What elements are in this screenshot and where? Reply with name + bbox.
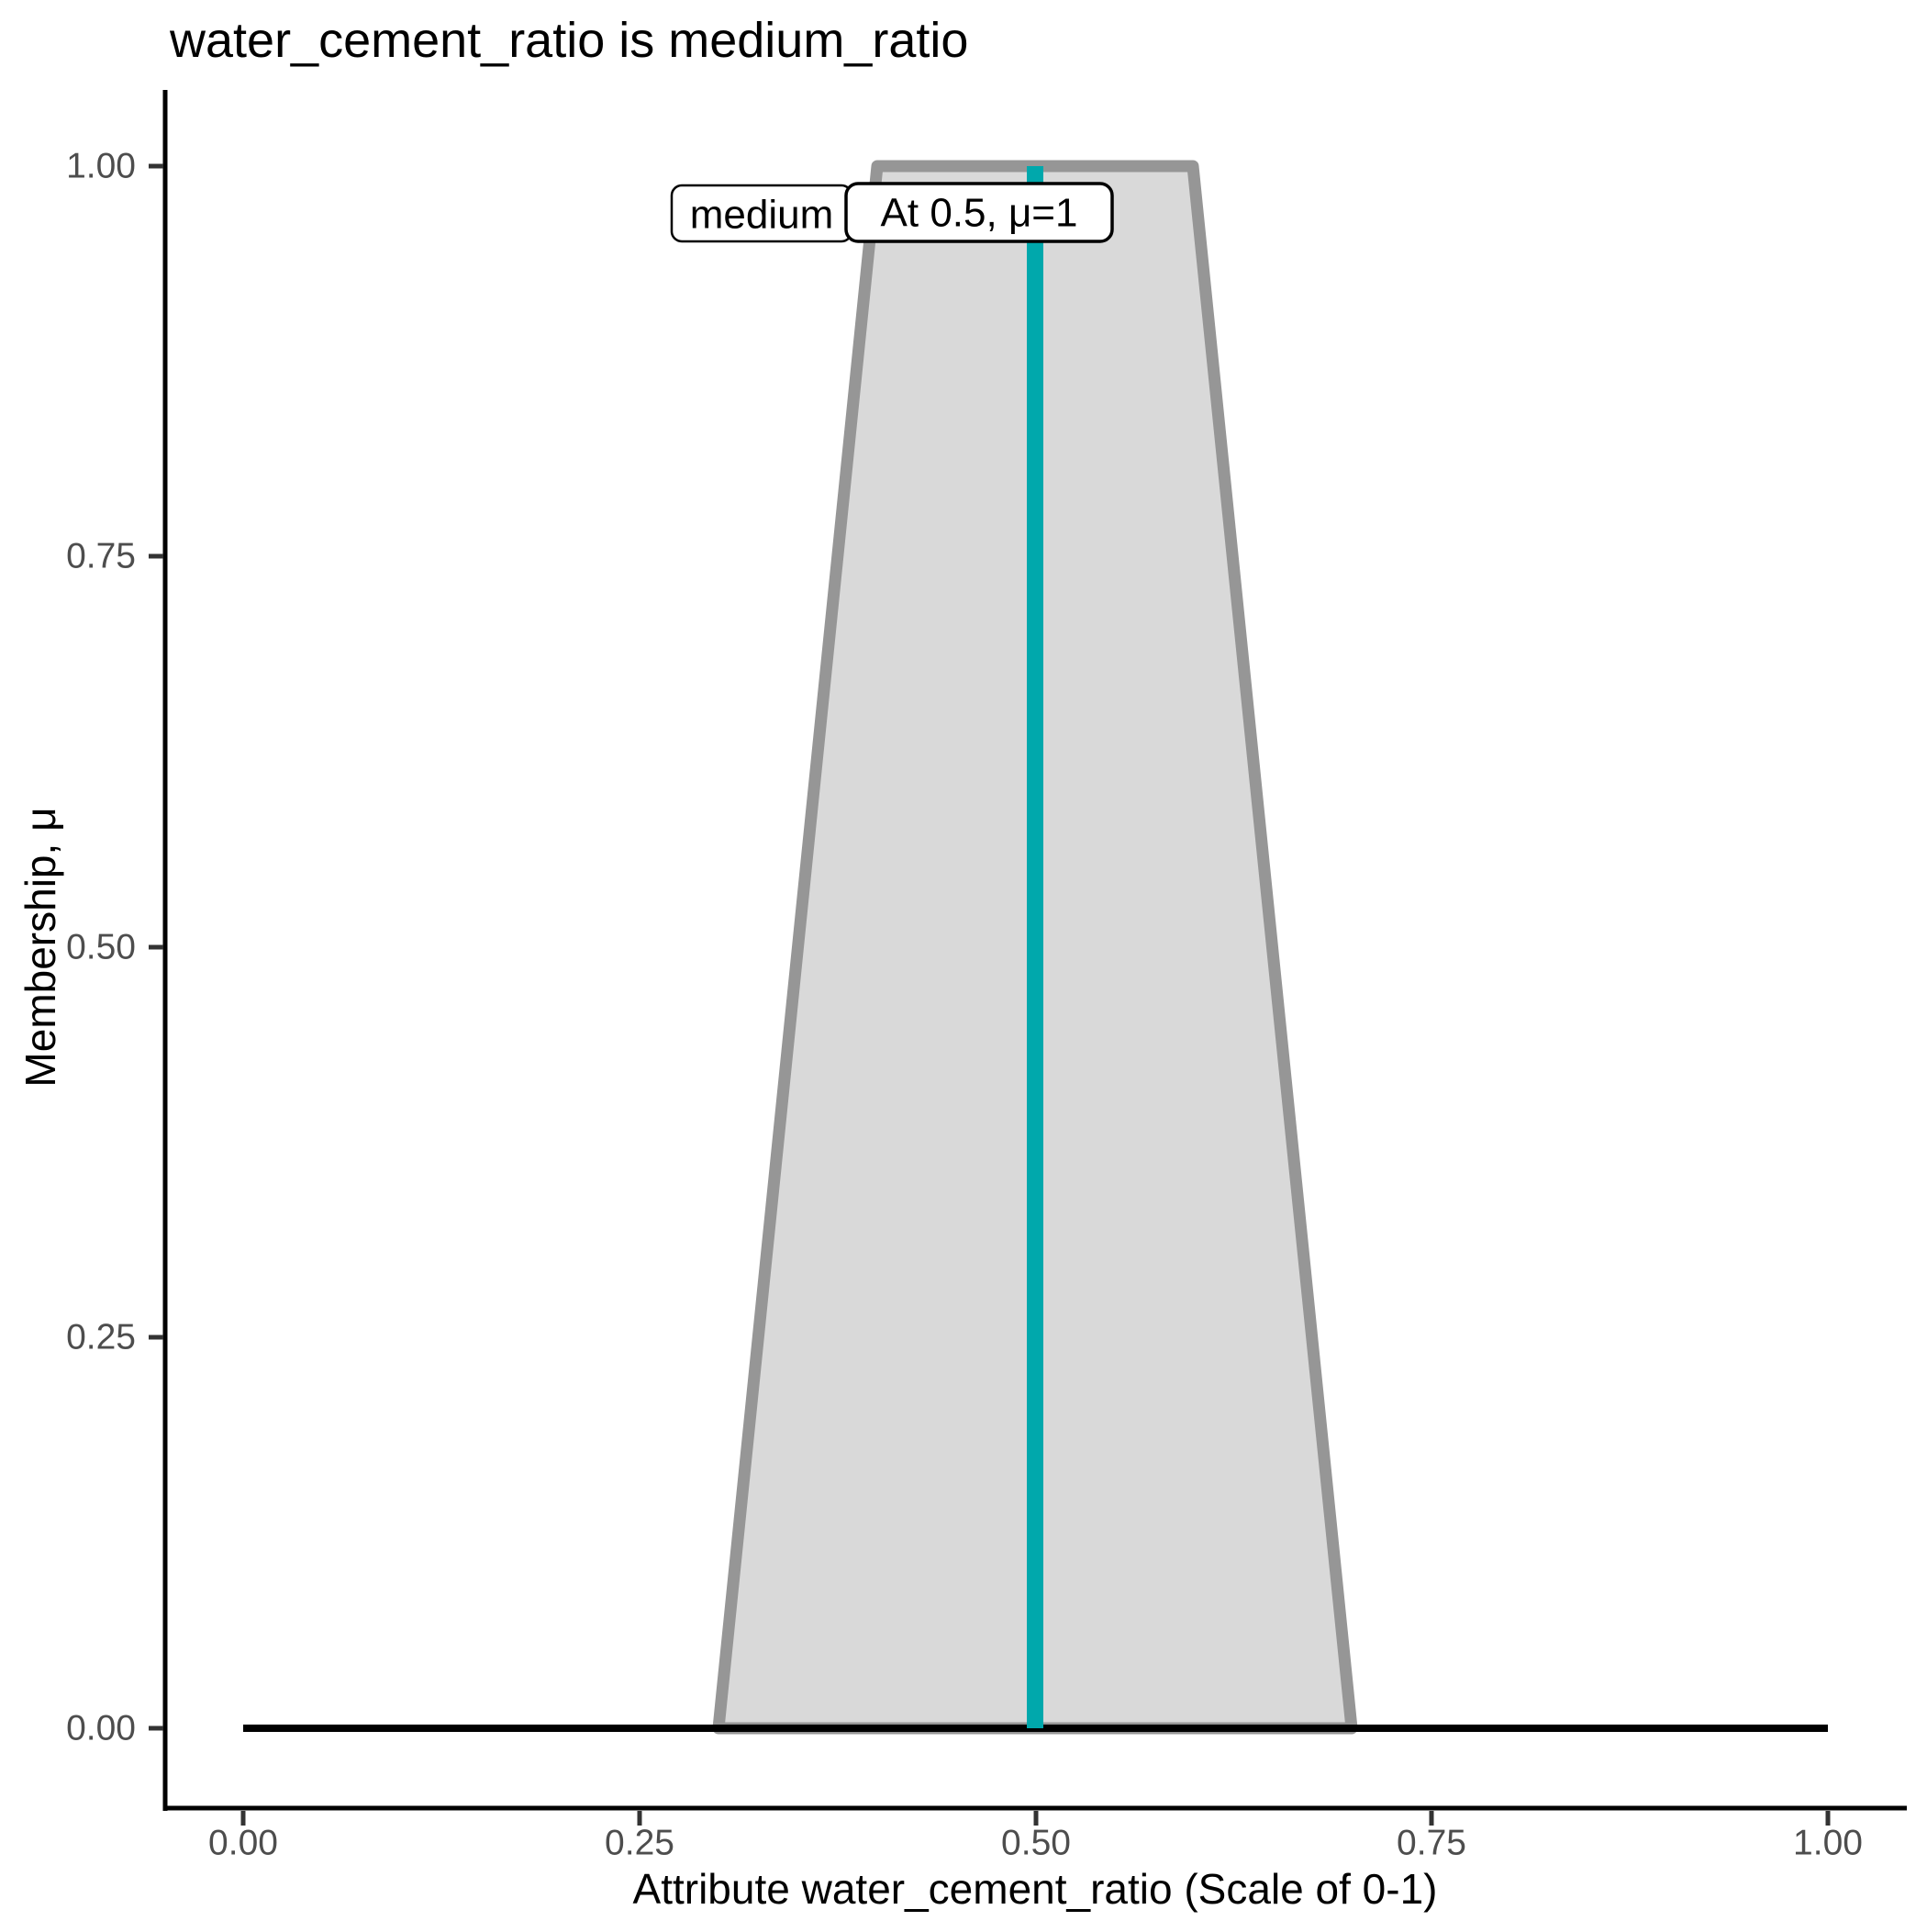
y-tick-label: 0.50 [66,928,136,967]
set-name-label-text: medium [690,193,834,238]
set-name-annotation: medium [670,184,853,243]
crisp-value-label-box [844,182,1114,243]
crisp-value-annotation: At 0.5, μ=1 [844,182,1114,243]
x-tick-label: 0.75 [1397,1824,1466,1863]
y-tick-label: 0.00 [66,1709,136,1748]
chart-title: water_cement_ratio is medium_ratio [169,13,968,68]
y-tick-label: 0.75 [66,537,136,576]
y-axis-title: Membership, μ [17,807,64,1087]
y-tick-label: 1.00 [66,147,136,186]
x-tick-label: 1.00 [1793,1824,1863,1863]
x-tick-label: 0.00 [208,1824,278,1863]
x-tick-label: 0.25 [605,1824,674,1863]
x-tick-label: 0.50 [1001,1824,1071,1863]
crisp-value-label-text: At 0.5, μ=1 [881,191,1078,236]
y-tick-label: 0.25 [66,1318,136,1357]
x-axis-title: Attribute water_cement_ratio (Scale of 0… [633,1865,1438,1913]
